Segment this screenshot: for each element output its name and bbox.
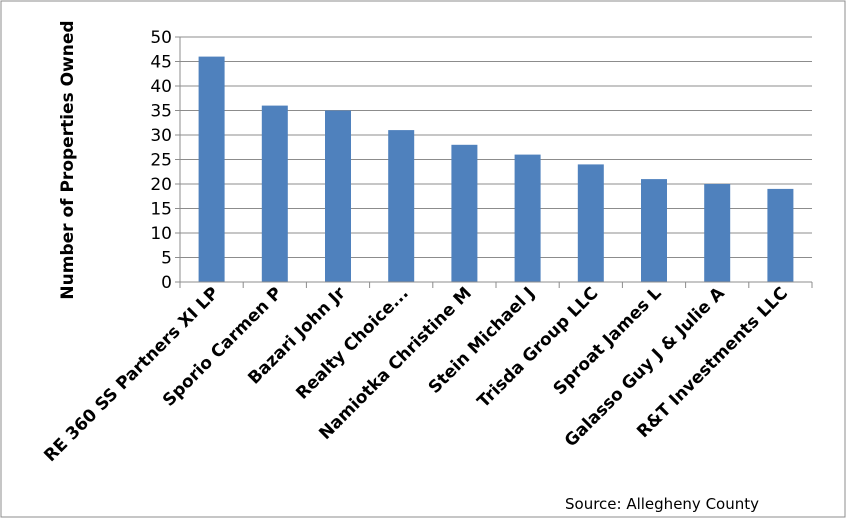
y-tick-label: 35 — [150, 102, 172, 122]
bar — [261, 105, 288, 282]
y-tick-label: 30 — [150, 126, 172, 146]
bars — [198, 56, 794, 282]
y-tick-label: 15 — [150, 200, 172, 220]
bar — [641, 179, 667, 282]
y-tick-label: 0 — [161, 273, 172, 293]
y-tick-label: 45 — [150, 53, 172, 73]
bar — [388, 130, 415, 282]
y-axis-title: Number of Properties Owned — [58, 20, 78, 299]
bar — [514, 154, 541, 282]
y-tick-label: 20 — [150, 175, 172, 195]
y-tick-labels: 0 5 10 15 20 25 30 35 40 45 50 — [150, 28, 172, 293]
y-tick-label: 40 — [150, 77, 172, 97]
y-tick-label: 10 — [150, 224, 172, 244]
y-tick-label: 50 — [150, 28, 172, 48]
source-note: Source: Allegheny County — [565, 495, 759, 513]
y-tick-label: 25 — [150, 151, 172, 171]
bar — [767, 188, 794, 282]
bar — [451, 144, 478, 282]
bar — [704, 184, 731, 282]
bar — [577, 164, 604, 282]
bar — [198, 56, 225, 282]
y-tick-label: 5 — [161, 249, 172, 269]
bar — [325, 110, 351, 282]
axes — [175, 36, 813, 288]
